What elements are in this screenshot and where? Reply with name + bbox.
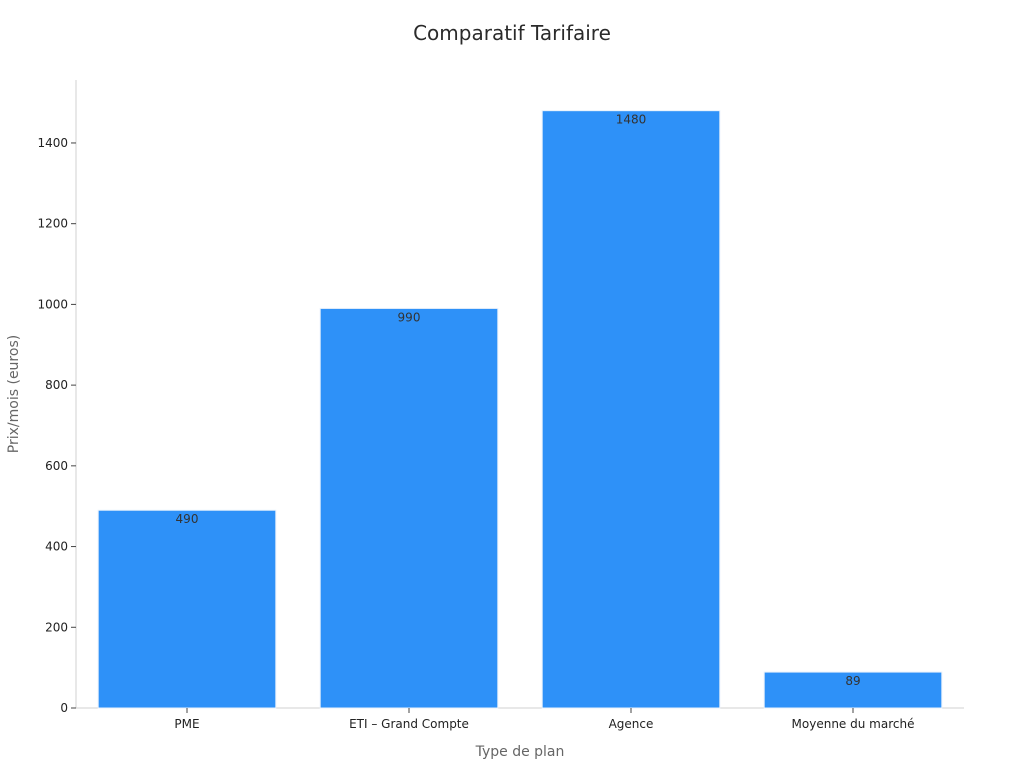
x-tick-label: PME xyxy=(174,717,199,731)
y-axis-label: Prix/mois (euros) xyxy=(6,335,22,453)
data-labels-group: 490 990 1480 89 xyxy=(176,113,861,688)
bars-group xyxy=(97,110,943,709)
chart-title: Comparatif Tarifaire xyxy=(413,21,611,45)
x-tick-label: Moyenne du marché xyxy=(792,717,915,731)
y-tick-label: 1200 xyxy=(37,217,68,231)
y-tick-label: 1000 xyxy=(37,297,68,311)
x-tick-label: Agence xyxy=(609,717,654,731)
y-tick-label: 400 xyxy=(45,540,68,554)
bar-value-label: 1480 xyxy=(616,113,647,127)
y-tick-label: 200 xyxy=(45,620,68,634)
bar xyxy=(319,307,499,709)
y-tick-label: 600 xyxy=(45,459,68,473)
y-tick-label: 0 xyxy=(60,701,68,715)
bar-value-label: 490 xyxy=(176,512,199,526)
y-tick-label: 800 xyxy=(45,378,68,392)
y-tick-label: 1400 xyxy=(37,136,68,150)
bar-value-label: 89 xyxy=(845,674,860,688)
bar xyxy=(763,671,943,709)
x-axis-label: Type de plan xyxy=(475,744,565,760)
y-axis-ticks: 0 200 400 600 800 1000 1200 1400 xyxy=(37,136,76,715)
bar xyxy=(97,509,277,709)
x-axis-ticks: PME ETI – Grand Compte Agence Moyenne du ma… xyxy=(174,708,914,731)
bar-value-label: 990 xyxy=(398,310,421,324)
bar xyxy=(541,110,721,709)
x-tick-label: ETI – Grand Compte xyxy=(349,717,469,731)
